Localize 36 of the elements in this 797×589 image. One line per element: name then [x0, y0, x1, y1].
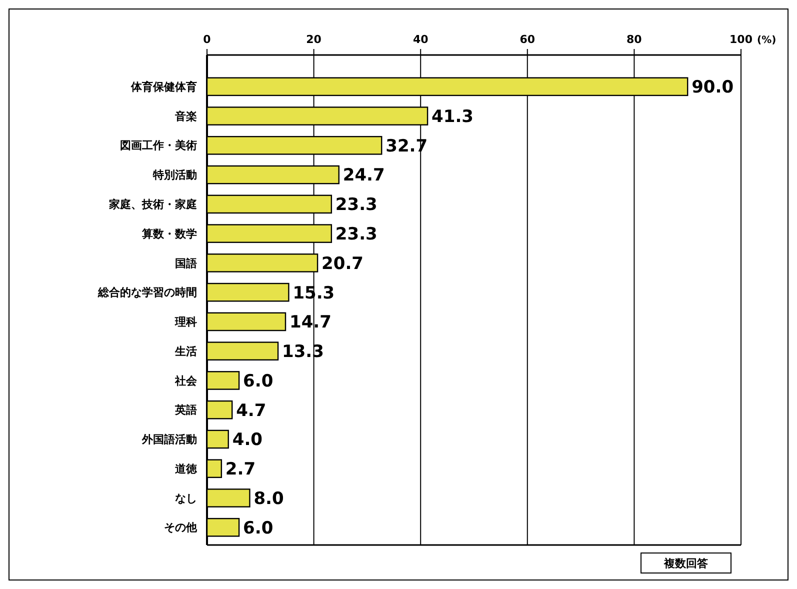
y-tick-label: 算数・数学 — [141, 227, 197, 240]
data-label: 24.7 — [342, 166, 385, 186]
data-label: 8.0 — [254, 488, 284, 509]
x-tick-label: 0 — [203, 33, 212, 46]
y-tick-label: 理科 — [174, 316, 197, 329]
y-tick-label: 家庭、技術・家庭 — [108, 198, 197, 212]
y-tick-label: その他 — [164, 521, 198, 534]
data-label: 6.0 — [243, 371, 274, 392]
y-tick-label: 体育保健体育 — [130, 80, 197, 94]
y-tick-label: 音楽 — [174, 110, 197, 123]
y-tick-label: 英語 — [174, 404, 197, 417]
y-tick-label: 社会 — [174, 374, 198, 388]
x-tick-label: 100 — [730, 33, 753, 46]
y-tick-label: 特別活動 — [152, 168, 197, 182]
y-tick-label: 道徳 — [174, 462, 198, 476]
data-label: 23.3 — [335, 195, 378, 216]
data-label: 23.3 — [335, 224, 378, 244]
y-tick-label: 外国語活動 — [141, 433, 197, 446]
x-tick-label: 40 — [412, 33, 429, 46]
data-label: 41.3 — [432, 106, 474, 127]
data-label: 90.0 — [692, 78, 734, 98]
data-label: 4.7 — [236, 400, 266, 421]
y-tick-label: 国語 — [175, 256, 197, 270]
y-tick-label: なし — [175, 492, 197, 505]
data-label: 4.0 — [232, 430, 263, 450]
x-tick-label: 20 — [306, 33, 322, 46]
x-tick-label: 80 — [626, 33, 642, 46]
y-tick-label: 生活 — [174, 344, 197, 358]
text: 複数回答 — [663, 556, 709, 570]
x-tick-label: 60 — [520, 33, 536, 46]
data-label: 6.0 — [243, 518, 274, 538]
y-tick-label: 図画工作・美術 — [120, 139, 197, 152]
data-label: 2.7 — [225, 460, 256, 480]
data-label: 20.7 — [322, 254, 364, 274]
y-tick-label: 総合的な学習の時間 — [97, 286, 197, 300]
x-axis-title: (%) — [757, 35, 776, 46]
